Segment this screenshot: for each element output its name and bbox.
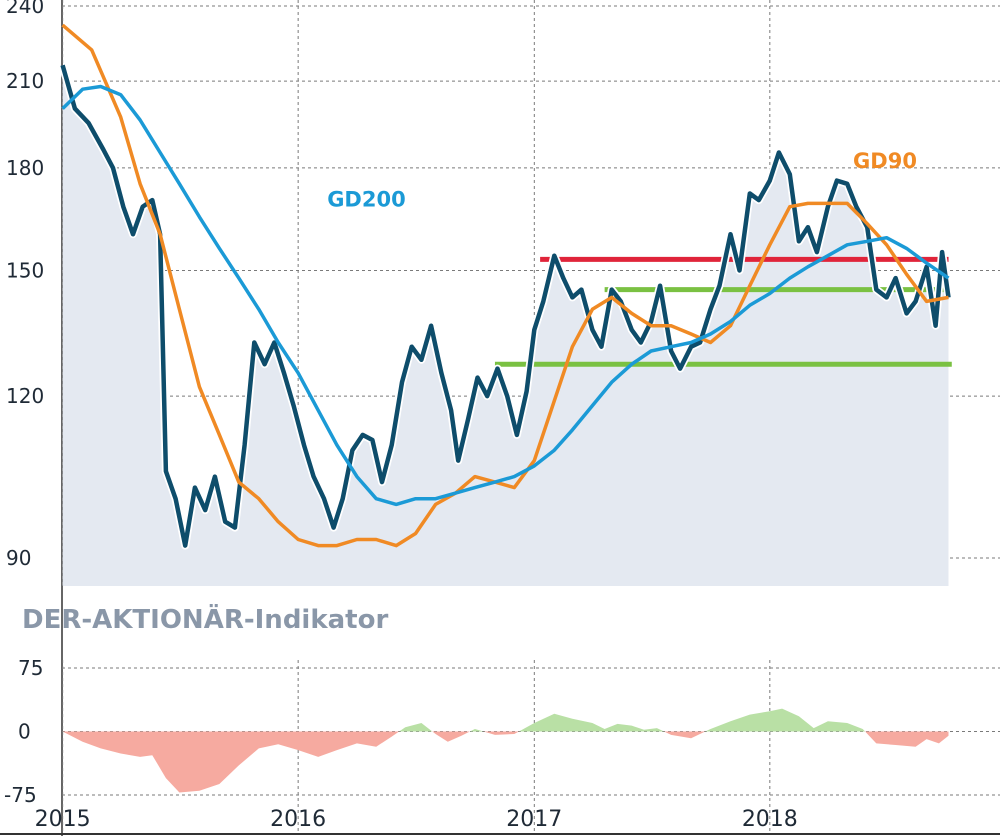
price-area — [62, 65, 949, 587]
series-label: GD90 — [853, 149, 917, 173]
y-tick-label: 90 — [6, 546, 31, 570]
x-tick-label: 2015 — [35, 807, 91, 832]
y-tick-label: 180 — [6, 156, 44, 180]
x-tick-label: 2016 — [270, 807, 326, 832]
gd200-line — [61, 84, 950, 507]
indicator-y-tick-label: 75 — [18, 656, 43, 680]
indicator-y-tick-label: -75 — [4, 783, 37, 807]
y-tick-label: 150 — [6, 259, 44, 283]
y-tick-label: 210 — [6, 69, 44, 93]
indicator-y-tick-label: 0 — [18, 720, 31, 744]
indicator-negative-area — [62, 731, 949, 793]
indicator-title: DER-AKTIONÄR-Indikator — [22, 603, 388, 635]
y-tick-label: 120 — [6, 384, 44, 408]
y-tick-label: 240 — [6, 0, 44, 18]
indicator-positive-area — [62, 708, 949, 732]
x-tick-label: 2018 — [742, 807, 798, 832]
gd90-line — [61, 23, 949, 548]
series-label: GD200 — [327, 188, 406, 212]
price-line — [60, 64, 951, 548]
x-tick-label: 2017 — [506, 807, 562, 832]
